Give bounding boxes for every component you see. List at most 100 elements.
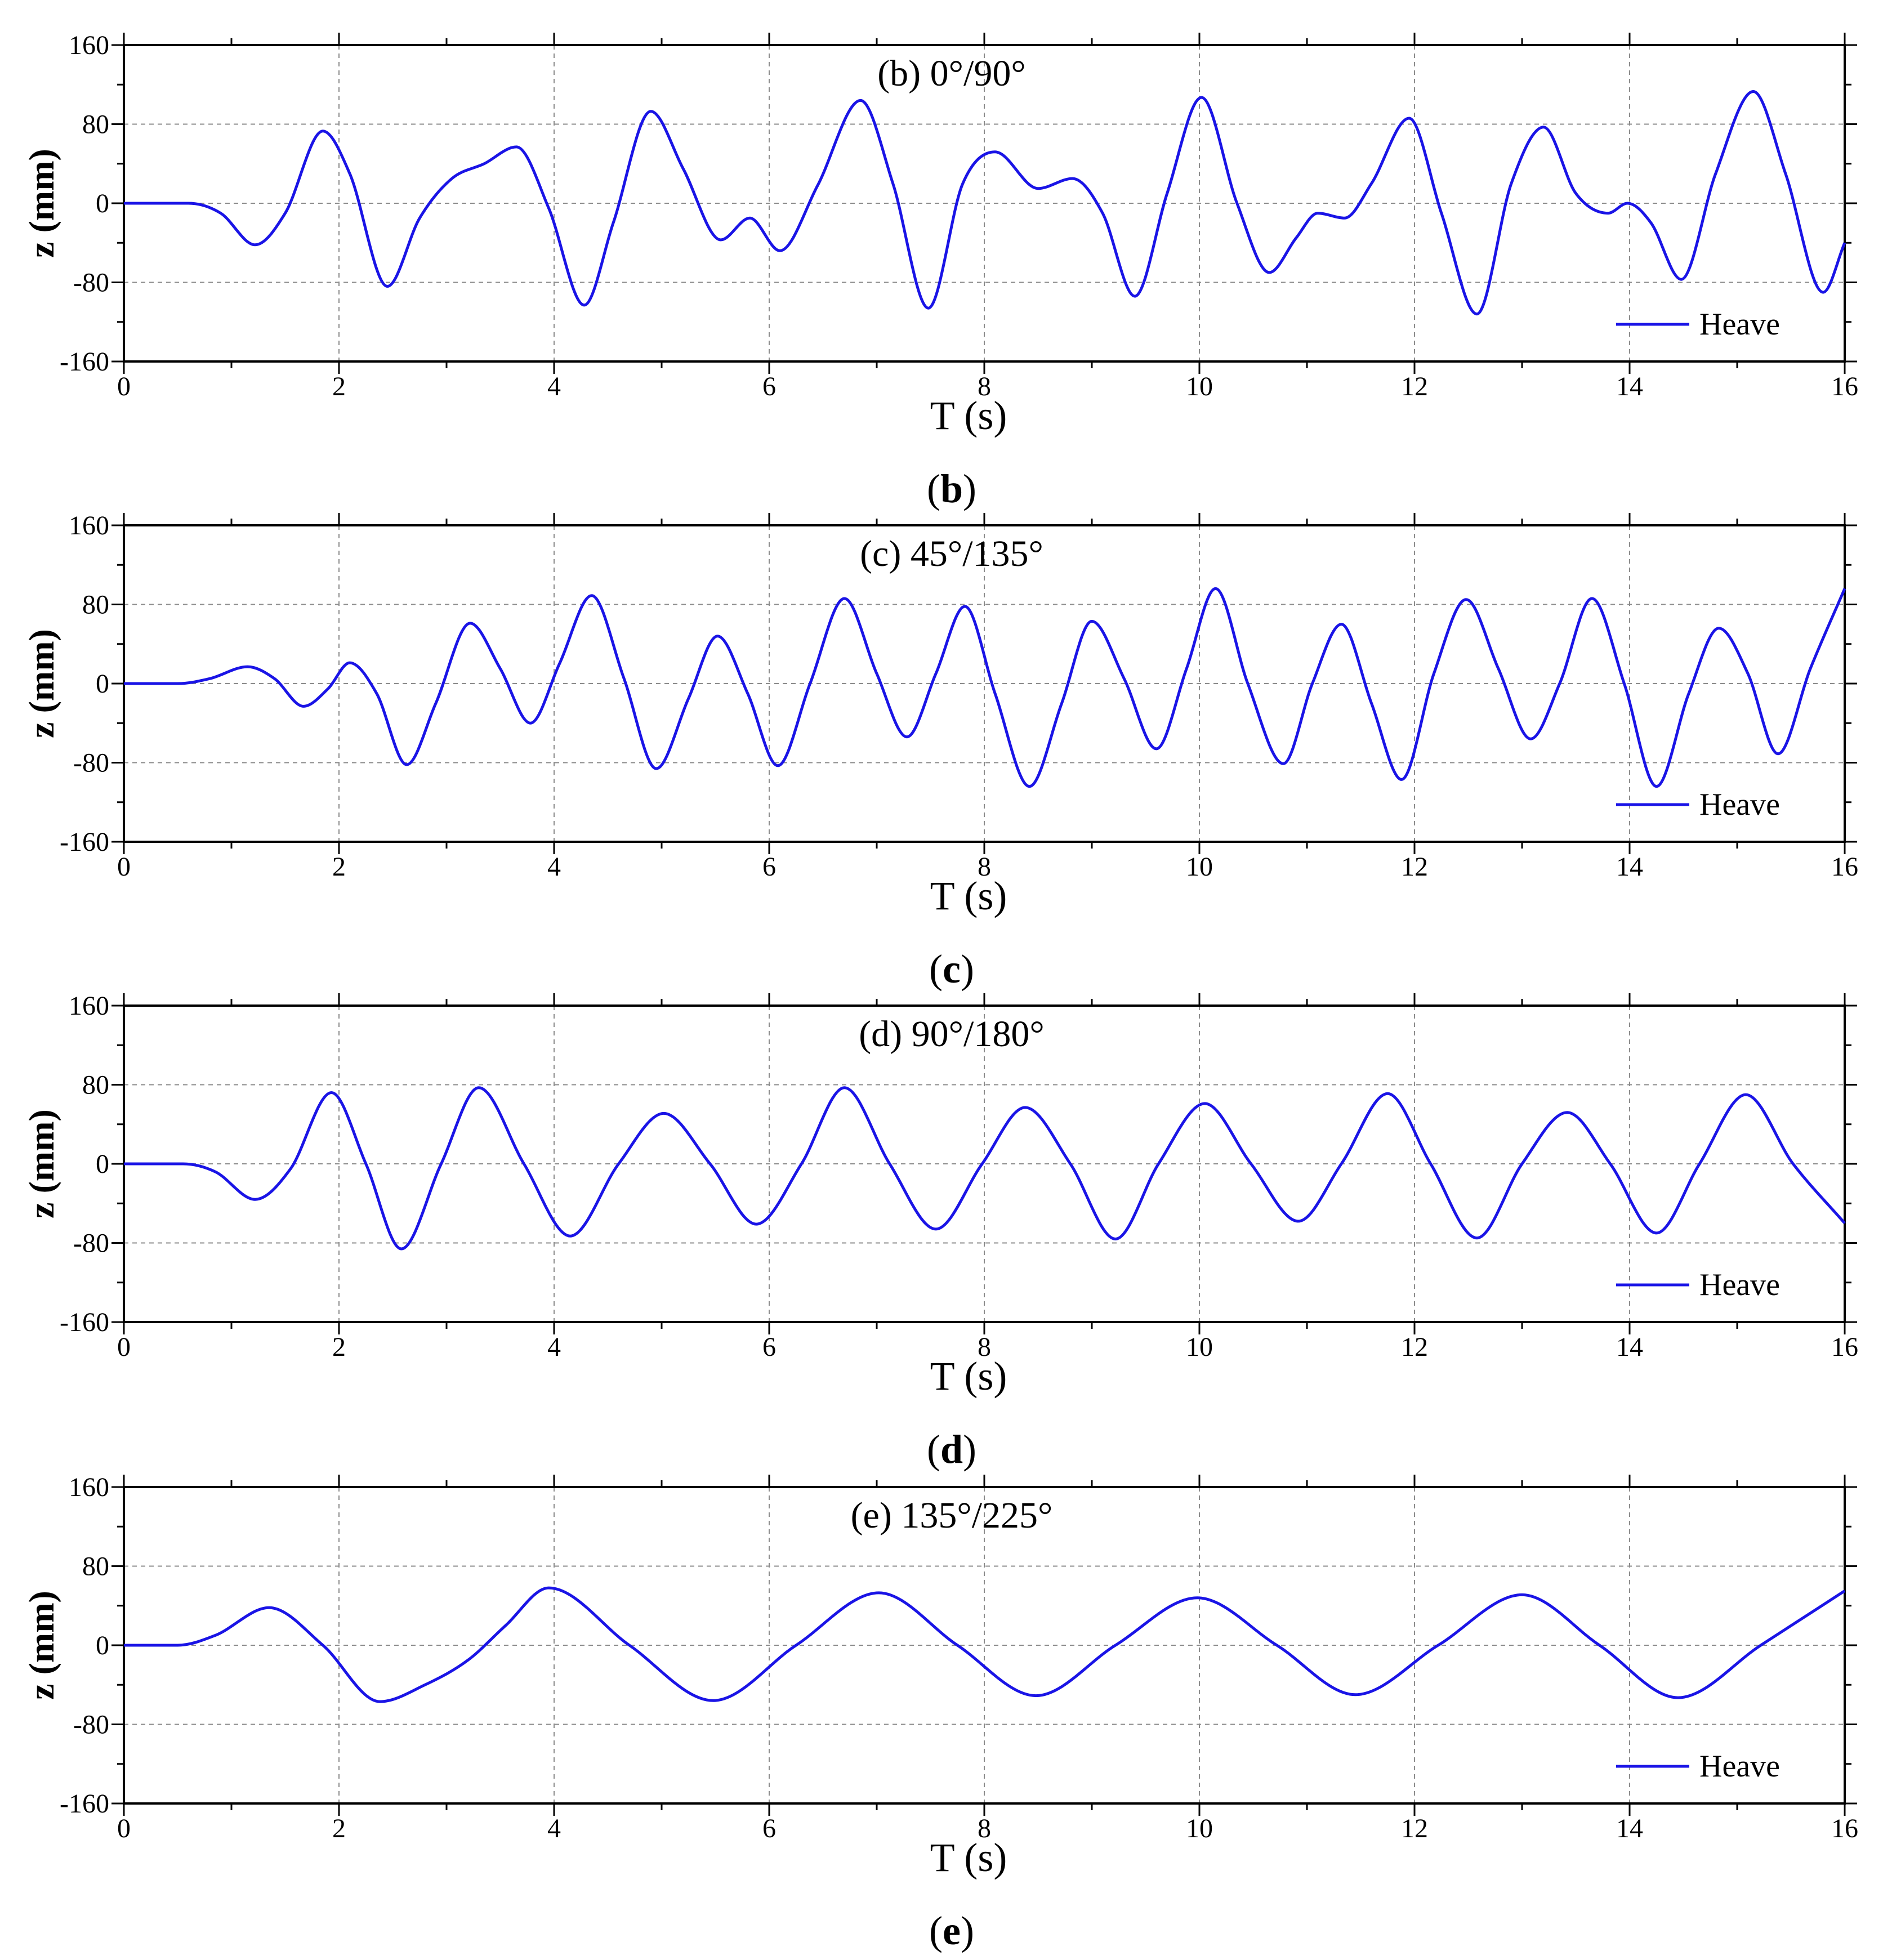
panel-title: (e) 135°/225° [851,1495,1053,1536]
y-tick-label: 0 [96,1149,109,1179]
x-tick-label: 6 [762,852,776,882]
series-line-heave [124,1086,1846,1251]
x-axis-label: T (s) [930,1835,1007,1880]
chart-panel-e: 0 2 4 6 8 10 12 14 16 160 80 0 -80 -160 (e) 135°/225… [21,1472,1858,1953]
panel-caption: (e) [929,1908,974,1953]
chart-panel-b: 0 2 4 6 8 10 12 14 16 160 80 0 -80 -160 (b) 0°/90° z… [21,30,1858,511]
x-tick-label: 16 [1831,372,1858,401]
axis-ticks [111,993,1857,1334]
y-tick-label: 160 [69,1472,109,1502]
series-line-heave [123,587,1846,788]
x-tick-label: 2 [332,1332,346,1362]
chart-panel-c: 0 2 4 6 8 10 12 14 16 160 80 0 -80 -160 (c) 45°/135°… [21,511,1858,992]
y-tick-label: 80 [82,590,109,620]
panel-caption: (c) [929,946,974,992]
x-tick-labels: 0 2 4 6 8 10 12 14 16 [117,852,1858,882]
x-tick-label: 8 [978,372,991,401]
y-tick-label: -160 [60,827,109,857]
chart-panel-d: 0 2 4 6 8 10 12 14 16 160 80 0 -80 -160 (d) 90°/180°… [21,991,1858,1472]
legend: Heave [1616,1267,1780,1302]
x-tick-label: 6 [762,372,776,401]
x-tick-label: 10 [1186,1332,1213,1362]
series-line-heave [124,90,1846,316]
legend-label: Heave [1699,307,1780,342]
y-tick-label: 160 [69,991,109,1021]
x-tick-label: 4 [547,1332,561,1362]
x-tick-label: 16 [1831,852,1858,882]
y-tick-label: -80 [73,1229,109,1258]
panel-title: (c) 45°/135° [860,533,1043,574]
x-tick-label: 16 [1831,1814,1858,1843]
x-tick-label: 10 [1186,1814,1213,1843]
x-axis-label: T (s) [930,393,1007,438]
y-tick-label: 0 [96,669,109,699]
y-tick-label: -160 [60,347,109,377]
x-tick-label: 0 [117,852,131,882]
x-tick-labels: 0 2 4 6 8 10 12 14 16 [117,1814,1858,1843]
axis-ticks [111,513,1857,854]
legend-label: Heave [1699,787,1780,822]
panel-title: (b) 0°/90° [877,53,1026,94]
x-tick-label: 8 [978,852,991,882]
x-tick-label: 14 [1616,372,1643,401]
x-tick-labels: 0 2 4 6 8 10 12 14 16 [117,1332,1858,1362]
grid-lines [124,1006,1845,1322]
series-line-heave [123,1586,1846,1703]
y-axis-label: z (mm) [21,1591,61,1700]
x-tick-label: 0 [117,1332,131,1362]
x-tick-label: 16 [1831,1332,1858,1362]
panel-caption: (d) [927,1427,976,1472]
x-tick-label: 8 [978,1814,991,1843]
x-tick-label: 12 [1401,372,1428,401]
y-tick-labels: 160 80 0 -80 -160 [60,991,109,1337]
x-tick-label: 6 [762,1814,776,1843]
y-tick-label: -160 [60,1789,109,1819]
legend-label: Heave [1699,1267,1780,1302]
x-axis-label: T (s) [930,873,1007,918]
y-axis-label: z (mm) [21,149,61,258]
y-tick-label: -80 [73,748,109,778]
x-tick-label: 2 [332,852,346,882]
y-tick-label: 80 [82,1070,109,1100]
x-tick-label: 14 [1616,852,1643,882]
y-axis-label: z (mm) [21,1109,61,1218]
x-tick-label: 8 [978,1332,991,1362]
legend-label: Heave [1699,1749,1780,1784]
legend: Heave [1616,787,1780,822]
y-tick-label: 80 [82,110,109,140]
panel-title: (d) 90°/180° [859,1014,1045,1055]
y-tick-label: -80 [73,1710,109,1740]
y-tick-label: 160 [69,511,109,541]
y-tick-labels: 160 80 0 -80 -160 [60,1472,109,1819]
x-tick-label: 12 [1401,1332,1428,1362]
grid-lines [124,1487,1845,1803]
axis-ticks [111,33,1857,374]
y-tick-label: 0 [96,189,109,218]
panel-caption: (b) [927,466,976,511]
legend: Heave [1616,307,1780,342]
y-tick-label: -80 [73,268,109,298]
x-tick-label: 4 [547,852,561,882]
y-tick-label: 160 [69,30,109,60]
y-axis-label: z (mm) [21,629,61,738]
x-axis-label: T (s) [930,1354,1007,1399]
x-tick-label: 0 [117,372,131,401]
x-tick-label: 2 [332,372,346,401]
y-tick-label: 80 [82,1552,109,1582]
axis-ticks [111,1475,1857,1816]
x-tick-label: 6 [762,1332,776,1362]
x-tick-label: 12 [1401,852,1428,882]
x-tick-label: 12 [1401,1814,1428,1843]
x-tick-label: 4 [547,372,561,401]
y-tick-label: 0 [96,1631,109,1660]
x-tick-label: 4 [547,1814,561,1843]
grid-lines [124,45,1845,361]
x-tick-label: 14 [1616,1814,1643,1843]
x-tick-labels: 0 2 4 6 8 10 12 14 16 [117,372,1858,401]
x-tick-label: 2 [332,1814,346,1843]
y-tick-labels: 160 80 0 -80 -160 [60,30,109,377]
x-tick-label: 14 [1616,1332,1643,1362]
grid-lines [124,525,1845,842]
y-tick-label: -160 [60,1307,109,1337]
